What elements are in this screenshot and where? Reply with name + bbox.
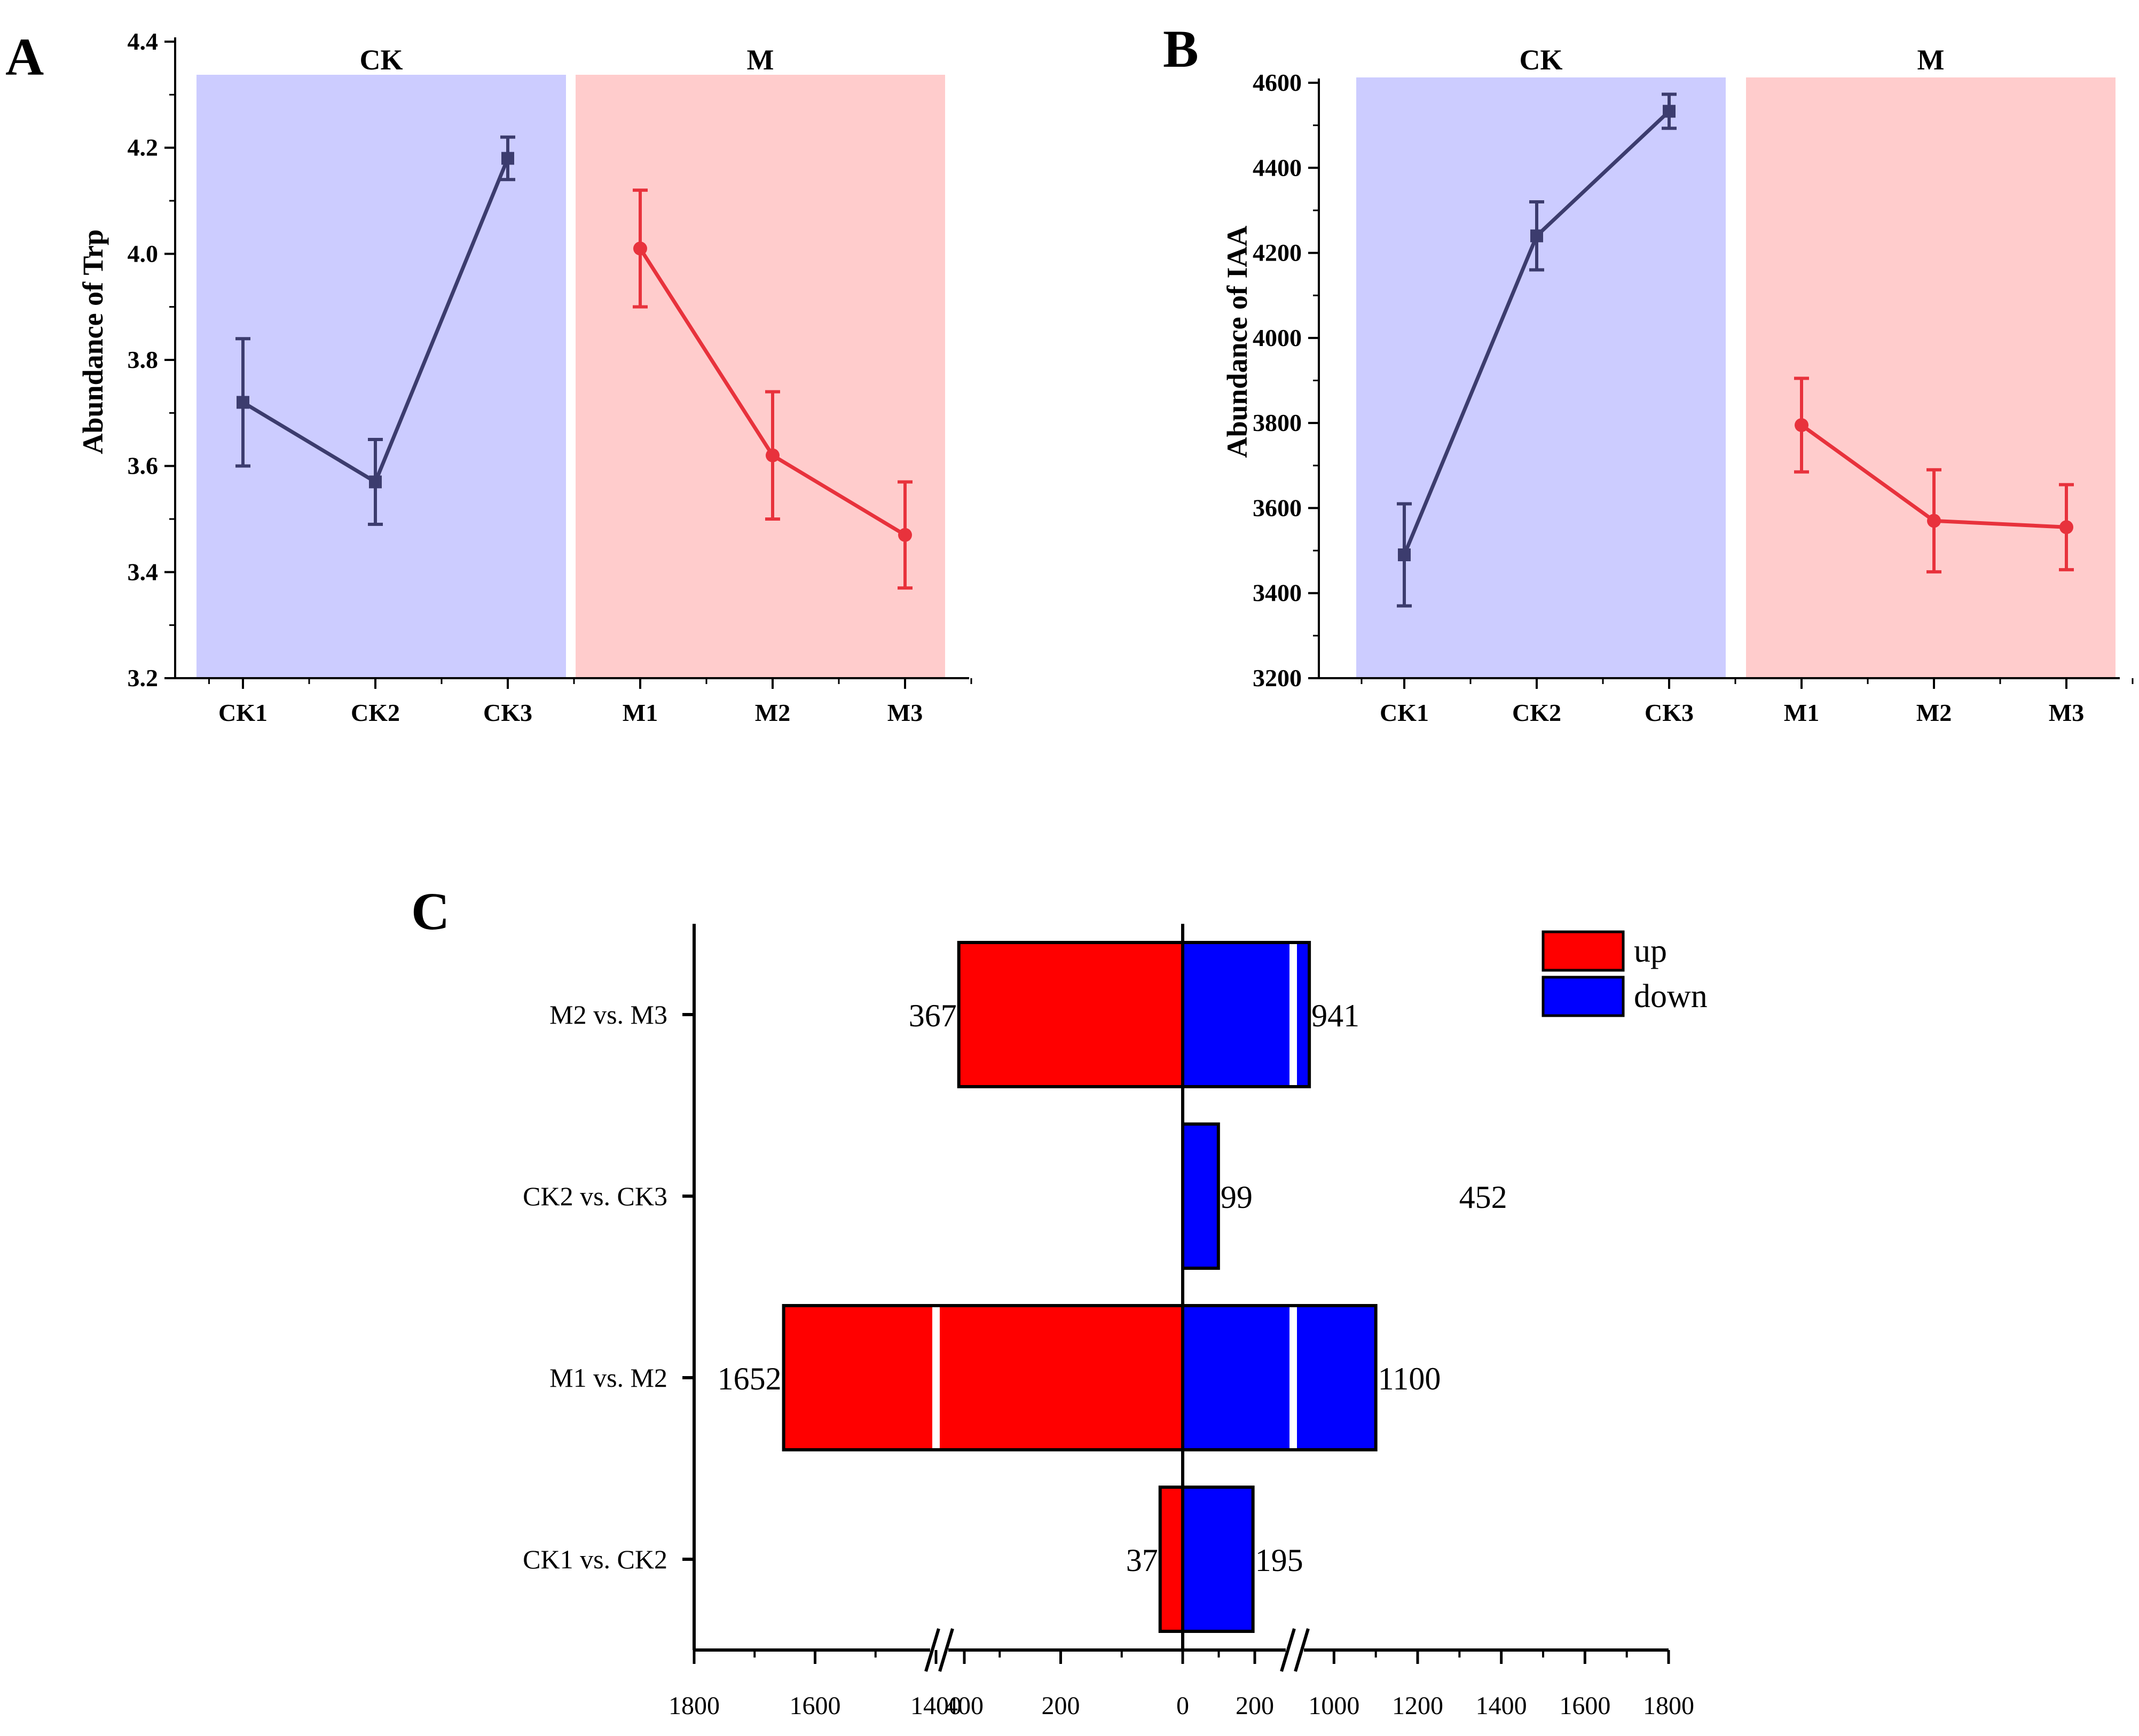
c-x-tick-label: 1800 [669,1692,720,1720]
c-x-tick-label: 1400 [1476,1692,1527,1720]
c-axis-break-mark [1280,1628,1296,1672]
c-category-label: CK2 vs. CK3 [523,1181,667,1211]
panel-b-x-tick-label: M2 [1916,699,1952,726]
c-value-label-down: 941 [1311,998,1359,1033]
c-axis-break-mark [938,1628,954,1672]
panel-label-a: A [5,27,44,87]
panel-b-group-label-ck: CK [1520,44,1563,76]
panel-b-y-tick-label: 3400 [1253,579,1302,607]
c-value-label-up: 367 [909,998,957,1033]
panel-b-data-point [2059,520,2073,535]
panel-b-ylabel: Abundance of IAA [1221,225,1253,458]
bar-break-gap [932,1307,940,1448]
c-x-tick-label: 1200 [1392,1692,1443,1720]
panel-a-group-bg-ck [196,75,566,678]
bar-break-gap [1289,944,1297,1085]
panel-a-x-tick-label: M2 [755,699,790,726]
legend-swatch-up [1542,930,1625,972]
panel-a-data-point [766,448,780,462]
c-category-label: CK1 vs. CK2 [523,1544,667,1574]
legend-label-down: down [1634,978,1708,1015]
c-value-label-down: 1100 [1378,1361,1441,1396]
panel-a-data-point [369,475,382,489]
bar-up-3 [1158,1486,1185,1633]
panel-a-group-label-ck: CK [360,44,403,76]
panel-c-chart: M2 vs. M3 367 941 CK2 vs. CK3 452 99 M1 vs. M2… [523,924,1708,1720]
panel-a-chart: CK M 3.2 3.4 3.6 3.8 4.0 4.2 4.4 CK1 CK2 CK3 M1 M2 M3 [128,28,972,726]
panel-b-y-tick-label: 4000 [1253,324,1302,351]
panel-a-y-tick-label: 3.4 [128,558,159,585]
c-x-tick-label: 0 [1176,1692,1189,1720]
bar-down-1 [1181,1122,1220,1270]
panel-a-y-tick-label: 4.2 [128,134,159,161]
panel-b-group-bg-ck [1356,77,1726,678]
panel-a-x-tick-label: CK1 [218,699,268,726]
panel-a-y-tick-label: 4.4 [128,28,159,55]
c-x-tick-label: 400 [945,1692,984,1720]
panel-b-y-tick-label: 4600 [1253,69,1302,96]
c-value-label-up: 452 [1459,1180,1507,1215]
panel-b-y-tick-label: 3800 [1253,409,1302,436]
panel-a-data-point [501,152,514,165]
c-value-label-down: 195 [1255,1543,1303,1578]
c-x-tick-label: 1600 [1559,1692,1610,1720]
panel-b-data-point [1530,229,1543,242]
panel-a-x-tick-label: CK2 [351,699,400,726]
c-category-label: M1 vs. M2 [549,1363,667,1393]
panel-a-group-label-m: M [747,44,774,76]
bar-down-0 [1181,941,1311,1088]
panel-label-c: C [411,882,450,941]
c-category-label: M2 vs. M3 [549,1000,667,1030]
bar-break-gap [1289,1307,1297,1448]
panel-b-x-tick-label: M3 [2049,699,2084,726]
bar-up-0 [957,941,1184,1088]
panel-b-x-tick-label: CK1 [1380,699,1429,726]
panel-b-chart: CK M 3200 3400 3600 3800 4000 4200 4400 4600 CK1 CK… [1253,44,2134,726]
bar-break-gap [932,1126,940,1267]
panel-b-y-tick-label: 3200 [1253,664,1302,692]
c-x-tick-label: 1000 [1308,1692,1359,1720]
panel-a-x-tick-label: M1 [623,699,658,726]
panel-a-x-tick-label: M3 [887,699,923,726]
c-x-tick-label: 1400 [910,1692,962,1720]
c-x-tick-label: 200 [1236,1692,1274,1720]
panel-b-x-tick-label: CK3 [1645,699,1694,726]
c-x-tick-label: 200 [1042,1692,1080,1720]
bar-down-3 [1181,1486,1255,1633]
c-x-tick-label: 1600 [790,1692,841,1720]
panel-a-x-tick-label: CK3 [483,699,532,726]
panel-label-b: B [1163,19,1199,78]
panel-b-y-tick-label: 4400 [1253,154,1302,181]
legend-swatch-down [1542,976,1625,1017]
panel-b-group-label-m: M [1917,44,1945,76]
panel-a-data-point [237,396,249,409]
c-value-label-up: 37 [1126,1543,1158,1578]
panel-b-data-point [1663,105,1676,118]
c-axis-break-mark [1294,1628,1310,1672]
panel-a-data-point [898,528,912,542]
c-value-label-up: 1652 [718,1361,782,1396]
bar-up-2 [782,1304,1184,1451]
c-axis-break-mark [924,1628,940,1672]
legend-label-up: up [1634,933,1667,969]
panel-b-y-tick-label: 4200 [1253,239,1302,266]
panel-a-group-bg-m [576,75,945,678]
panel-a-y-tick-label: 3.8 [128,346,159,373]
panel-b-x-tick-label: CK2 [1512,699,1561,726]
panel-a-data-point [633,241,647,256]
panel-b-x-tick-label: M1 [1784,699,1819,726]
panel-b-y-tick-label: 3600 [1253,494,1302,521]
panel-a-y-tick-label: 3.2 [128,664,159,692]
panel-b-data-point [1398,548,1411,562]
panel-b-data-point [1795,418,1808,433]
panel-a-y-tick-label: 4.0 [128,240,159,267]
panel-b-data-point [1927,514,1941,528]
c-x-tick-label: 1800 [1643,1692,1694,1720]
bar-down-2 [1181,1304,1378,1451]
panel-a-ylabel: Abundance of Trp [77,229,109,454]
c-value-label-down: 99 [1221,1180,1253,1215]
panel-a-y-tick-label: 3.6 [128,452,159,480]
